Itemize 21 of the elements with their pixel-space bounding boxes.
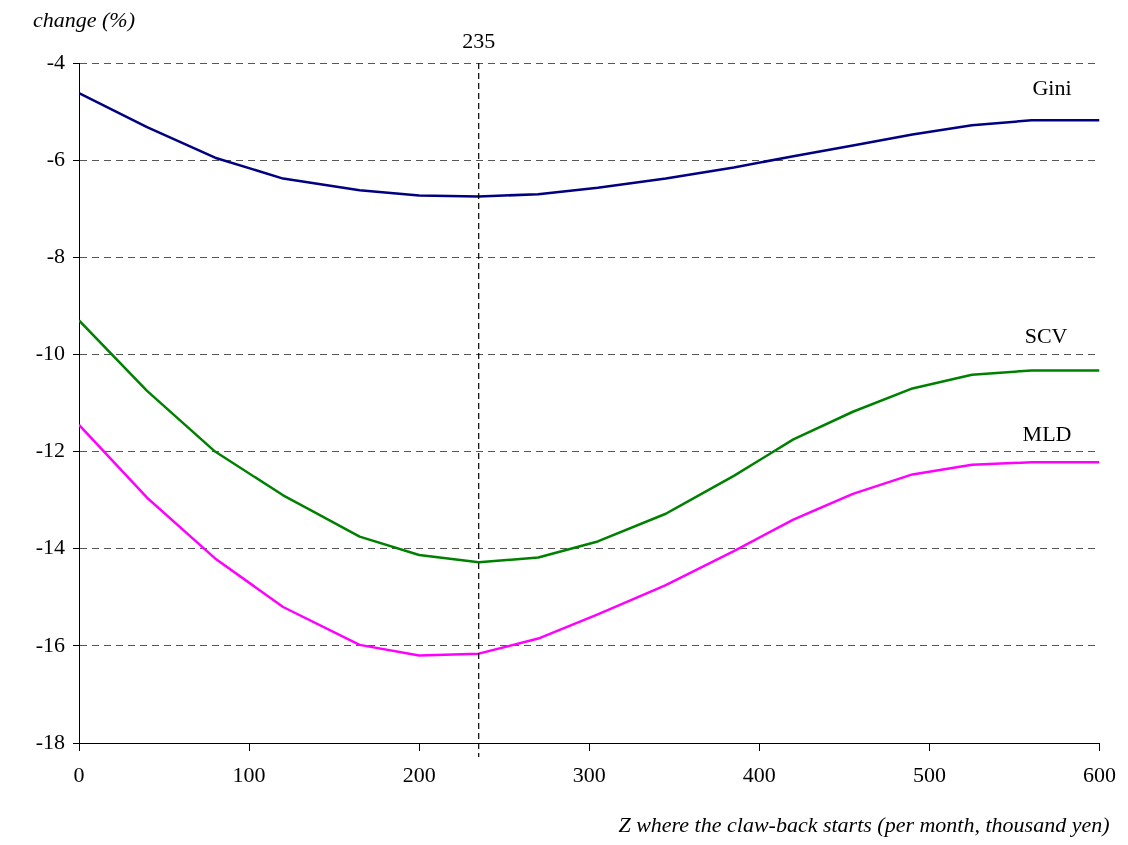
- y-tick-label: -14: [35, 534, 65, 560]
- series-label: SCV: [1024, 323, 1068, 349]
- y-tick-label: -10: [35, 340, 65, 366]
- series-label: MLD: [1022, 421, 1072, 447]
- y-tick-label: -4: [46, 48, 65, 74]
- x-tick-label: 300: [572, 761, 606, 787]
- x-tick-label: 200: [402, 761, 436, 787]
- x-tick-label: 0: [73, 761, 85, 787]
- series-label: Gini: [1032, 75, 1072, 101]
- y-tick-label: -18: [35, 728, 65, 754]
- ref-line-label: 235: [462, 27, 496, 53]
- x-tick-label: 400: [742, 761, 776, 787]
- x-tick-label: 100: [232, 761, 266, 787]
- y-tick-label: -6: [46, 145, 65, 171]
- y-tick-label: -16: [35, 631, 65, 657]
- y-axis-title: change (%): [33, 6, 136, 32]
- y-tick-label: -12: [35, 437, 65, 463]
- x-tick-label: 500: [912, 761, 946, 787]
- y-tick-label: -8: [46, 243, 65, 269]
- x-tick-label: 600: [1083, 761, 1116, 787]
- x-axis-title: Z where the claw-back starts (per month, thousand yen): [618, 811, 1110, 837]
